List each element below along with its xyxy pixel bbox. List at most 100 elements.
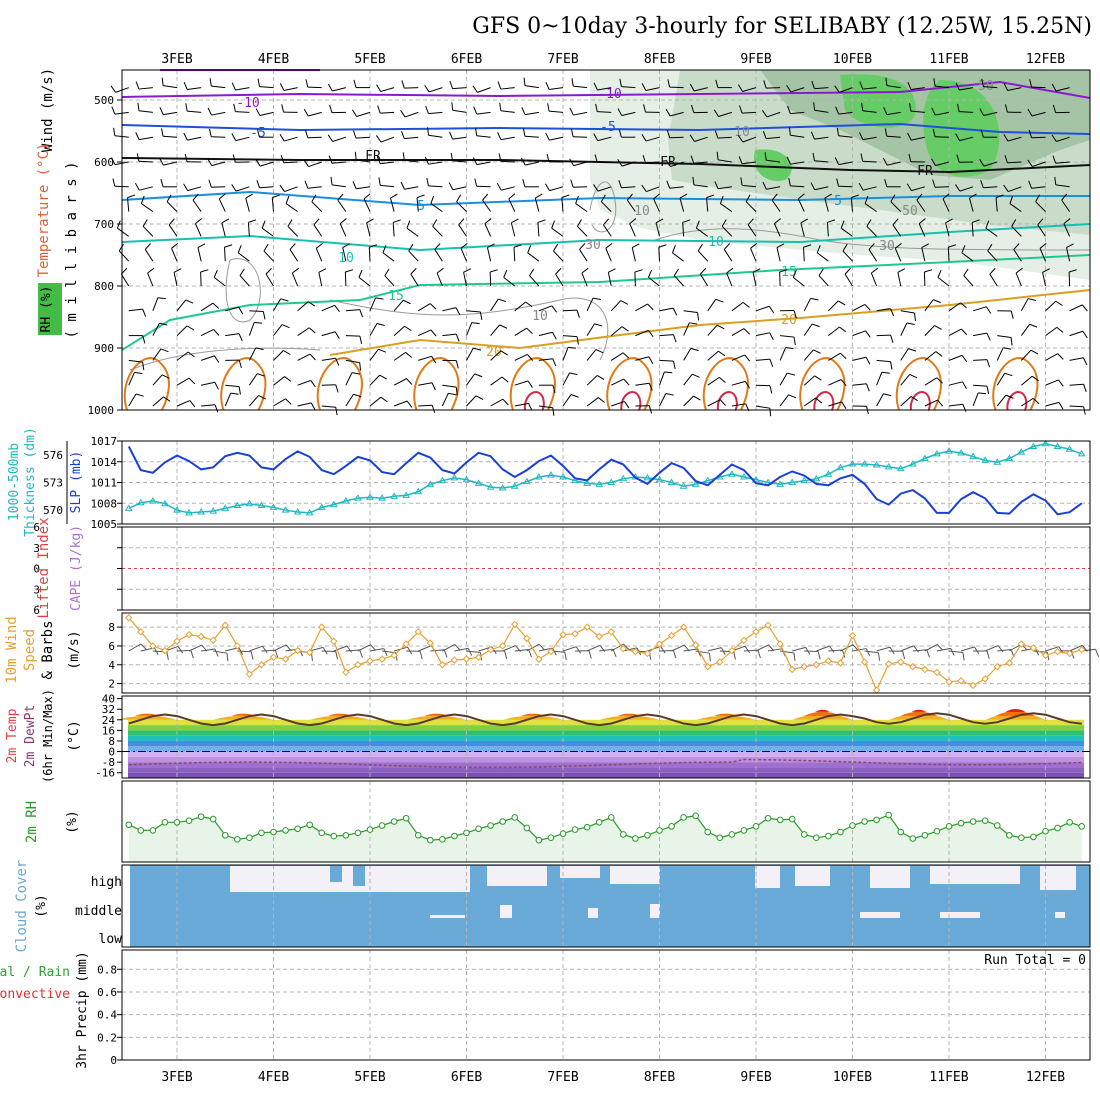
wind-barb-shaft: [477, 136, 491, 137]
wind-barb-flag: [556, 268, 561, 274]
wind-barb-flag: [378, 349, 385, 352]
wind-tick-label: 4: [108, 659, 115, 672]
bottom-date-label: 12FEB: [1026, 1070, 1065, 1085]
bottom-date-label: 8FEB: [644, 1070, 675, 1085]
wind-barb-shaft: [139, 88, 153, 89]
wind-barb-shaft: [1070, 305, 1083, 311]
wind-barb-flag: [288, 219, 292, 226]
cloud-clear-block: [870, 866, 910, 888]
wind-barb-shaft: [553, 251, 563, 261]
wind-barb-shaft: [606, 248, 611, 261]
top-date-label: 5FEB: [354, 52, 385, 67]
wind-barb-shaft: [599, 649, 613, 651]
wind-barb-shaft: [405, 112, 418, 117]
wind-barb-shaft: [153, 298, 158, 311]
wind-barb-shaft: [949, 404, 963, 406]
wind-barb-flag: [539, 644, 545, 650]
wind-barb-flag: [743, 302, 749, 307]
wind-tick-label: 6: [108, 640, 115, 653]
wind-barb-shaft: [485, 224, 491, 237]
wind-barb-shaft: [393, 222, 394, 236]
wind-barb-shaft: [515, 302, 526, 311]
wind-barb-shaft: [587, 350, 596, 361]
wind-speed-point: [451, 657, 457, 663]
wind-barb-shaft: [298, 403, 312, 406]
wind-barb-flag: [490, 270, 498, 272]
cloud-row-label: low: [99, 932, 123, 947]
wind-barb-flag: [456, 334, 459, 341]
wind-barb-shaft: [163, 112, 177, 114]
wind-barb-shaft: [925, 326, 935, 336]
wind-barb-shaft: [153, 349, 161, 360]
isotherm-loop-30: [525, 392, 544, 410]
wind-barb-flag: [280, 134, 284, 141]
millibars-axis-label: ( m i l l i b a r s ): [64, 161, 80, 338]
temp-axis: [117, 699, 122, 773]
wind-speed-point: [789, 666, 795, 672]
wind-barb-flag: [282, 104, 284, 112]
wind-barb-flag: [974, 647, 978, 654]
wind-barb-flag: [456, 308, 460, 315]
wind-barb-shaft: [453, 187, 467, 190]
wind-barb-shaft: [635, 383, 649, 385]
wind-barb-flag: [449, 183, 453, 190]
rh-point: [524, 825, 530, 831]
wind-barb-flag: [648, 270, 651, 277]
isotherm-loop-30: [1007, 392, 1026, 410]
wind-barb-shaft: [684, 323, 690, 336]
wind-barb-shaft: [117, 228, 128, 236]
wind-speed-point: [355, 662, 361, 668]
wind-barb-flag: [420, 651, 422, 659]
wind-barb-shaft: [370, 323, 377, 335]
cloud-left-margin: [122, 865, 130, 947]
wind-barb-flag: [717, 325, 724, 329]
wind-barb-flag: [673, 335, 676, 343]
wind-barb-flag: [248, 220, 256, 223]
wind-barb-flag: [234, 104, 236, 112]
rh-point: [789, 816, 795, 822]
wind-barb-flag: [184, 133, 188, 140]
wind-barb-flag: [417, 195, 425, 198]
rh-point: [560, 831, 566, 837]
tick-label: 900: [94, 342, 114, 355]
wind-barb-shaft: [563, 347, 568, 360]
wind-barb-shaft: [549, 137, 563, 140]
wind-barb-flag: [158, 298, 166, 299]
wind-barb-flag: [201, 270, 209, 272]
wind-barb-flag: [522, 107, 525, 114]
wind-barb-shaft: [973, 385, 987, 386]
wind-barb-flag: [504, 270, 507, 277]
wind-barb-flag: [842, 402, 846, 409]
temp-peak-fill: [912, 710, 927, 712]
wind-barb-shaft: [201, 303, 213, 311]
wind-barb-flag: [962, 355, 967, 361]
wind-barb-shaft: [1021, 376, 1032, 385]
wind-barb-flag: [450, 81, 453, 89]
wind-barb-flag: [758, 650, 760, 658]
wind-barb-flag: [113, 179, 115, 187]
wind-barb-shaft: [853, 331, 866, 336]
wind-barb-flag: [840, 353, 846, 359]
wind-barb-shaft: [453, 88, 467, 89]
wind-barb-flag: [1096, 649, 1099, 656]
wind-barb-shaft: [225, 385, 239, 386]
wind-barb-flag: [281, 299, 289, 301]
tick-label: 700: [94, 218, 114, 231]
wind-barb-shaft: [129, 644, 141, 651]
temp-peak-fill: [815, 710, 830, 712]
wind-barb-flag: [1083, 358, 1087, 365]
wind-barb-shaft: [274, 377, 285, 386]
wind-barb-flag: [927, 650, 930, 658]
rh-point: [452, 833, 458, 839]
wind-barb-shaft: [491, 299, 499, 311]
wind-barb-shaft: [467, 651, 481, 652]
wind-barb-shaft: [213, 651, 227, 653]
wind-barb-flag: [936, 352, 942, 357]
wind-barb-flag: [111, 86, 116, 93]
wind-barb-flag: [475, 374, 482, 377]
rh-point: [753, 824, 759, 830]
wind-barb-shaft: [515, 381, 528, 385]
wind-barb-shaft: [1070, 331, 1083, 335]
rh-point: [210, 816, 216, 822]
